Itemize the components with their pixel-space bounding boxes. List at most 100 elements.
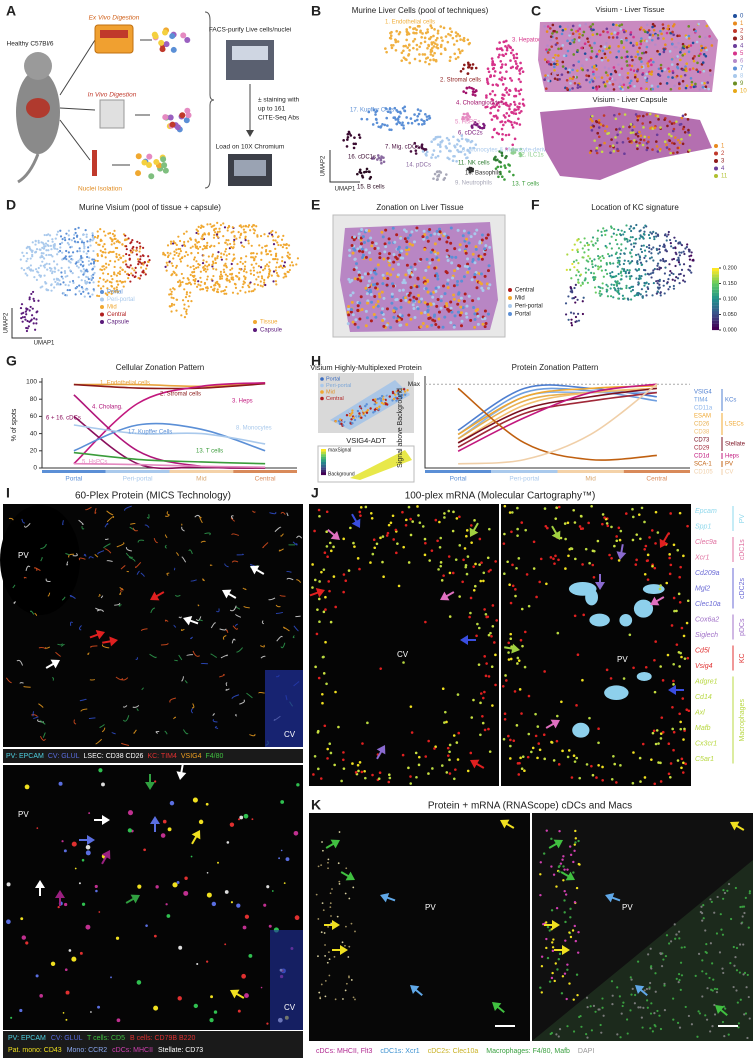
umap-point <box>507 93 511 96</box>
umap-point <box>40 241 43 244</box>
visium-spot <box>549 38 552 42</box>
umap-point <box>432 58 435 62</box>
region-label: PV <box>18 551 29 560</box>
transcript <box>409 782 413 785</box>
visium-spot <box>599 44 603 48</box>
cell-signal <box>742 905 746 908</box>
umap-point <box>517 117 520 121</box>
umap-point <box>71 279 75 283</box>
cell-signal <box>236 903 241 908</box>
visium-spot <box>423 310 427 314</box>
umap-point <box>614 289 617 292</box>
visium-spot <box>350 244 354 248</box>
pv-blob <box>619 614 633 627</box>
umap-point <box>251 225 254 228</box>
arrowhead <box>222 589 232 599</box>
visium-spot <box>416 276 420 280</box>
umap-point <box>360 174 364 178</box>
umap-point <box>624 247 627 250</box>
visium-spot <box>662 26 665 30</box>
legend-label: 4 <box>721 166 725 172</box>
transcript <box>671 727 674 731</box>
umap-point <box>664 233 667 236</box>
visium-spot <box>478 241 482 245</box>
fiber <box>222 635 227 640</box>
umap-point <box>425 118 429 121</box>
umap-point <box>252 269 256 272</box>
legend-dot <box>714 151 718 156</box>
umap-point <box>222 268 225 271</box>
transcript <box>470 716 474 719</box>
visium-spot <box>556 63 559 66</box>
legend-dot <box>733 14 737 18</box>
umap-point <box>648 257 652 260</box>
visium-spot <box>681 79 685 83</box>
umap-point <box>80 279 83 282</box>
visium-spot <box>369 292 373 296</box>
series-line <box>73 422 266 452</box>
umap-point <box>199 226 202 229</box>
cluster-label: 12. ILC1s <box>518 153 544 159</box>
umap-point <box>99 227 102 231</box>
fiber <box>200 540 206 543</box>
umap-point <box>672 257 676 261</box>
visium-spot <box>595 149 598 152</box>
visium-spot <box>464 312 468 316</box>
visium-spot <box>368 251 372 255</box>
visium-spot <box>431 295 435 299</box>
umap-point <box>118 253 121 256</box>
visium-spot <box>650 84 654 88</box>
umap-point <box>54 280 57 284</box>
visium-spot <box>450 310 454 314</box>
visium-spot <box>671 30 674 34</box>
visium-spot <box>604 84 607 88</box>
umap-point <box>244 276 247 279</box>
umap-point <box>456 32 460 36</box>
visium-spot <box>434 286 438 290</box>
transcript <box>668 553 671 556</box>
visium-spot <box>602 114 606 117</box>
umap-point <box>604 244 607 248</box>
visium-spot <box>362 412 365 416</box>
transcript <box>671 705 674 709</box>
umap-point <box>670 245 673 248</box>
transcript <box>590 764 593 768</box>
umap-point <box>463 63 466 67</box>
umap-point <box>101 251 104 254</box>
visium-spot <box>681 114 685 118</box>
umap-point <box>619 271 622 275</box>
legend-label: 6 <box>740 59 744 65</box>
visium-spot <box>676 34 679 38</box>
y-tick-label: 100 <box>26 379 37 386</box>
visium-spot <box>424 268 428 272</box>
caption-part: KC: TIM4 <box>147 753 177 760</box>
cell-signal <box>61 840 64 843</box>
visium-spot <box>356 409 360 413</box>
umap-point <box>502 114 506 117</box>
umap-point <box>66 288 69 292</box>
transcript <box>687 709 691 713</box>
umap-point <box>461 67 465 71</box>
cell-signal <box>24 784 30 790</box>
umap-point <box>615 233 618 236</box>
umap-point <box>259 266 263 269</box>
visium-spot <box>693 55 696 58</box>
umap-point <box>79 255 83 258</box>
visium-spot <box>588 80 592 84</box>
umap-point <box>85 233 88 236</box>
transcript <box>388 776 392 780</box>
umap-point <box>206 223 209 226</box>
visium-spot <box>678 82 681 86</box>
fiber <box>101 644 110 649</box>
umap-point <box>423 40 427 44</box>
visium-spot <box>578 32 581 36</box>
visium-spot <box>639 40 643 43</box>
transcript <box>521 644 524 648</box>
cluster-label: 10. Basophils <box>465 171 501 177</box>
transcript <box>349 526 352 530</box>
transcript <box>530 750 533 754</box>
umap-point <box>68 280 72 283</box>
visium-spot <box>545 48 548 51</box>
caption: PV: EPCAM CV: GLUL T cells: CD5 B cells: CD… <box>8 1035 195 1042</box>
umap-point <box>486 80 489 84</box>
